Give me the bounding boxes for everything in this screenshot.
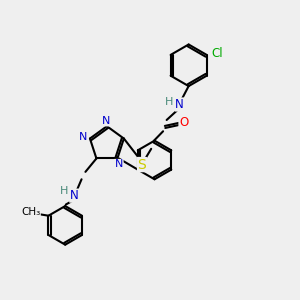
Text: S: S — [138, 158, 146, 172]
Text: CH₃: CH₃ — [21, 207, 40, 217]
Text: O: O — [179, 116, 188, 130]
Text: N: N — [115, 159, 123, 170]
Text: N: N — [70, 189, 79, 202]
Text: H: H — [59, 186, 68, 196]
Text: Cl: Cl — [211, 47, 223, 60]
Text: N: N — [79, 132, 88, 142]
Text: N: N — [102, 116, 110, 126]
Text: N: N — [175, 98, 184, 111]
Text: H: H — [165, 97, 173, 106]
